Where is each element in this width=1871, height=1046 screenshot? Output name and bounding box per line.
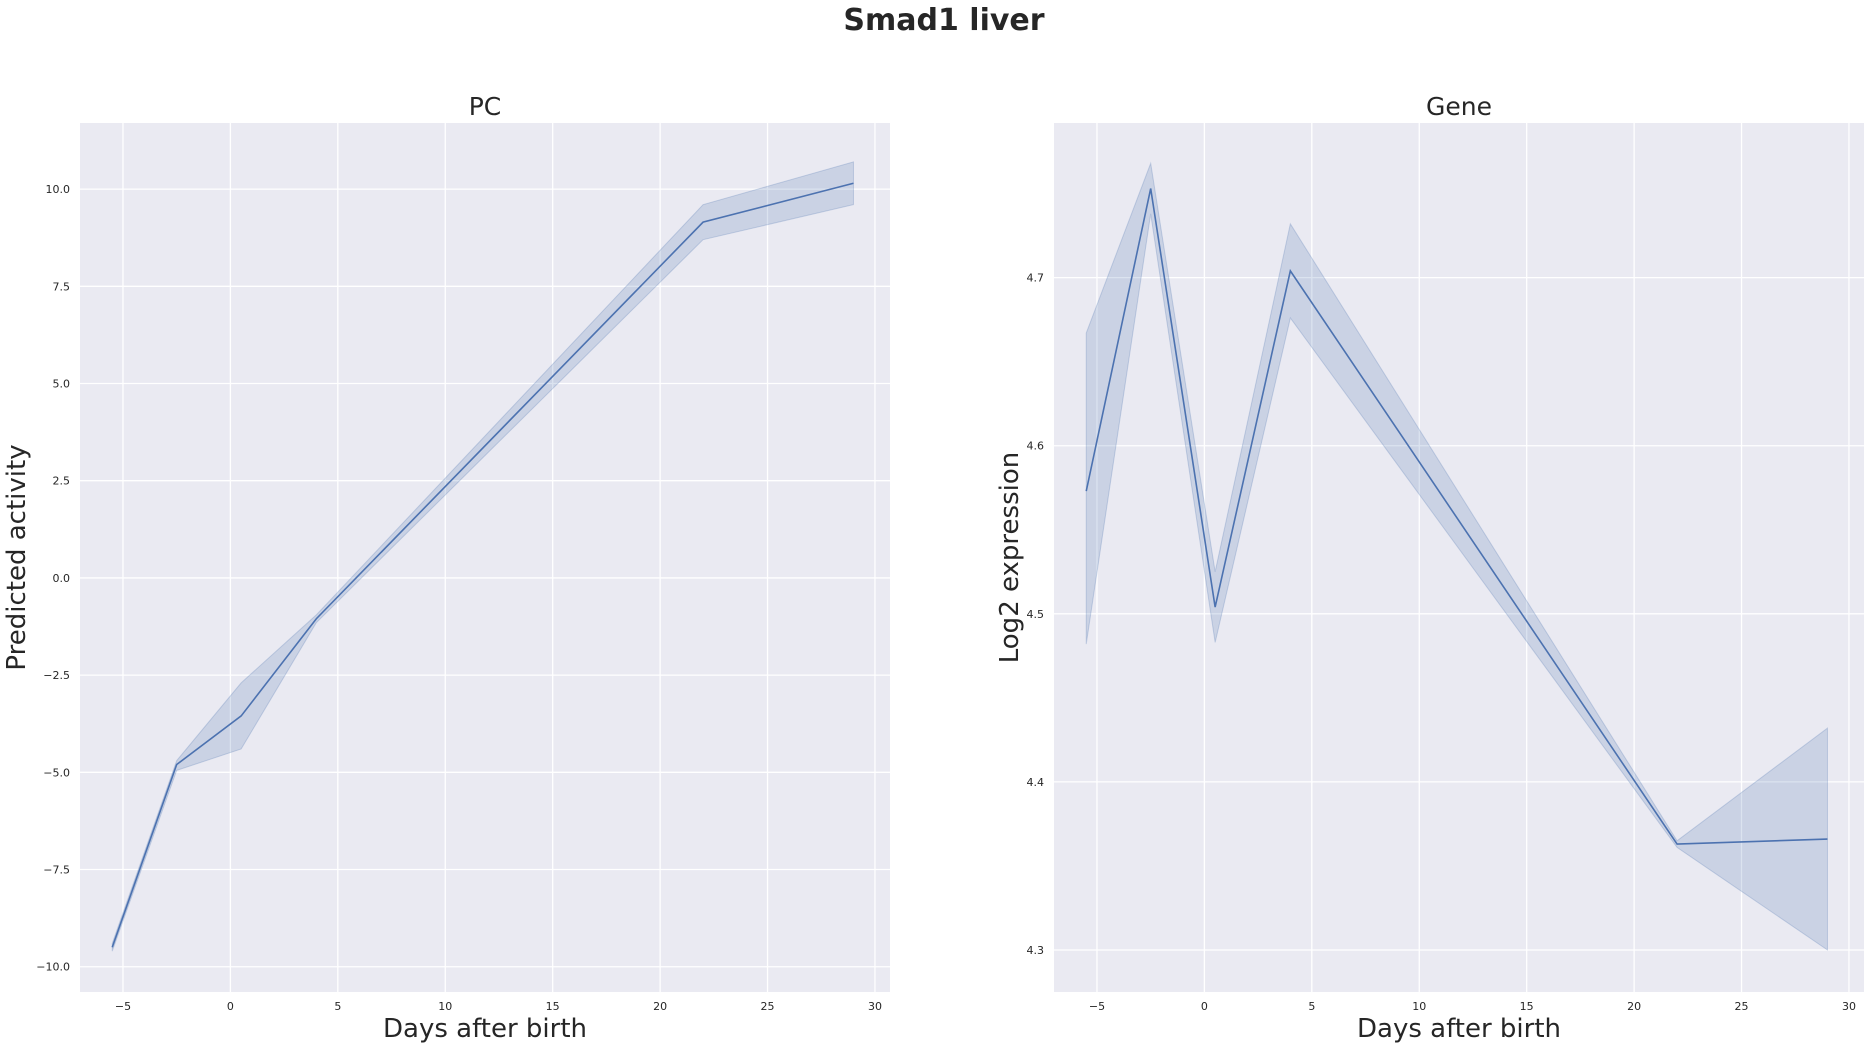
pc-y-tick-label: 10.0 — [46, 183, 71, 196]
pc-x-tick-label: 20 — [653, 1000, 667, 1013]
gene-x-tick-label: 30 — [1842, 1000, 1856, 1013]
pc-title: PC — [469, 92, 502, 121]
pc-marks — [111, 161, 854, 952]
gene-x-axis-label: Days after birth — [1357, 1014, 1561, 1044]
gene-plot-area — [1054, 123, 1864, 992]
pc-series-line — [111, 182, 854, 948]
pc-y-tick-label: 2.5 — [53, 475, 71, 488]
pc-y-tick-label: −2.5 — [43, 669, 70, 682]
pc-x-tick-label: 30 — [868, 1000, 882, 1013]
pc-x-tick-label: 15 — [546, 1000, 560, 1013]
gene-y-axis-label: Log2 expression — [995, 452, 1025, 664]
figure-title: Smad1 liver — [843, 3, 1044, 38]
pc-y-tick-label: 7.5 — [53, 280, 71, 293]
pc-y-tick-label: −5.0 — [43, 766, 70, 779]
pc-y-tick-label: −7.5 — [43, 864, 70, 877]
pc-x-tick-label: 0 — [227, 1000, 234, 1013]
pc-x-tick-label: −5 — [115, 1000, 131, 1013]
gene-y-tick-label: 4.7 — [1027, 272, 1045, 285]
gene-ticks: −5 0 5 10 15 20 25 30 4.3 4.4 4.5 4.6 4.7 — [1027, 272, 1856, 1013]
pc-grid — [80, 123, 890, 992]
gene-x-tick-label: 0 — [1201, 1000, 1208, 1013]
gene-x-tick-label: 25 — [1735, 1000, 1749, 1013]
pc-x-axis-label: Days after birth — [383, 1014, 587, 1044]
gene-y-tick-label: 4.5 — [1027, 608, 1045, 621]
gene-series-line — [1085, 188, 1828, 845]
gene-grid — [1054, 123, 1864, 992]
pc-y-axis-label: Predicted activity — [2, 444, 32, 670]
gene-x-tick-label: 20 — [1627, 1000, 1641, 1013]
pc-x-tick-label: 5 — [334, 1000, 341, 1013]
pc-y-tick-label: 5.0 — [53, 378, 71, 391]
pc-ticks: −5 0 5 10 15 20 25 30 −10.0 −7.5 −5.0 −2.5 0.0 2.5 5.0… — [36, 183, 882, 1013]
gene-x-tick-label: 10 — [1412, 1000, 1426, 1013]
pc-y-tick-label: −10.0 — [36, 961, 70, 974]
gene-confidence-band — [1085, 161, 1828, 951]
pc-plot-area — [80, 123, 890, 992]
pc-x-tick-label: 25 — [761, 1000, 775, 1013]
gene-x-tick-label: 15 — [1520, 1000, 1534, 1013]
gene-y-tick-label: 4.3 — [1027, 944, 1045, 957]
gene-y-tick-label: 4.6 — [1027, 440, 1045, 453]
gene-title: Gene — [1426, 92, 1492, 121]
gene-y-tick-label: 4.4 — [1027, 776, 1045, 789]
pc-panel: −5 0 5 10 15 20 25 30 −10.0 −7.5 −5.0 −2.5 0.0 2.5 5.0… — [2, 92, 890, 1044]
pc-confidence-band — [111, 161, 854, 952]
gene-x-tick-label: 5 — [1308, 1000, 1315, 1013]
pc-x-tick-label: 10 — [438, 1000, 452, 1013]
gene-marks — [1085, 161, 1828, 951]
gene-x-tick-label: −5 — [1089, 1000, 1105, 1013]
pc-y-tick-label: 0.0 — [53, 572, 71, 585]
gene-panel: −5 0 5 10 15 20 25 30 4.3 4.4 4.5 4.6 4.7 Gene Days … — [995, 92, 1864, 1044]
